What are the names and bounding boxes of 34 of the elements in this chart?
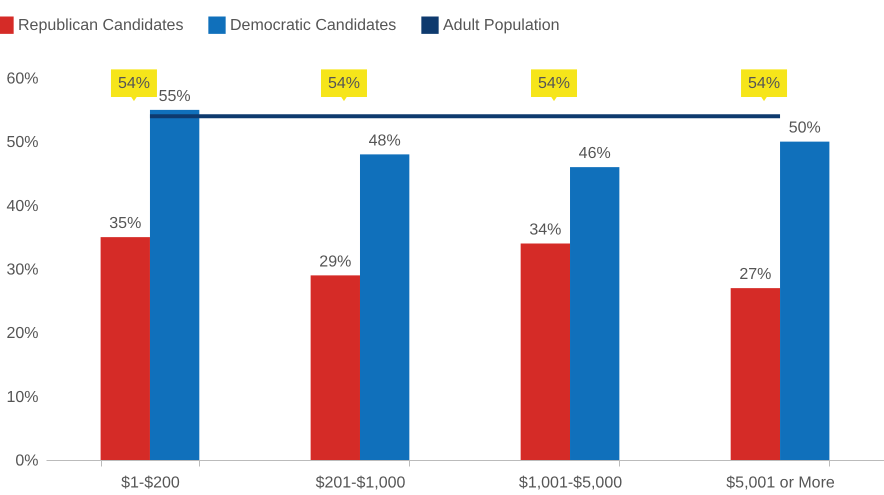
x-tick-label: $201-$1,000 xyxy=(316,474,406,492)
data-label: 54% xyxy=(748,75,780,92)
data-label: 35% xyxy=(109,215,142,232)
data-label: 54% xyxy=(118,75,150,92)
y-tick-label: 50% xyxy=(6,134,38,152)
bar xyxy=(520,244,570,460)
data-label: 54% xyxy=(328,75,360,92)
bar xyxy=(570,167,620,460)
data-label: 54% xyxy=(538,75,570,92)
bar xyxy=(730,288,780,460)
legend-label: Republican Candidates xyxy=(18,17,184,34)
y-tick-label: 30% xyxy=(6,262,38,278)
data-label: 50% xyxy=(788,120,821,137)
data-label: 29% xyxy=(319,253,352,270)
legend-label: Democratic Candidates xyxy=(230,17,396,34)
x-tick-label: $1-$200 xyxy=(121,474,180,492)
data-label: 27% xyxy=(739,266,772,284)
bar xyxy=(780,142,830,460)
data-label: 34% xyxy=(529,222,562,239)
bar xyxy=(100,237,150,460)
legend-label: Adult Population xyxy=(443,17,560,34)
bar xyxy=(150,110,200,460)
y-tick-label: 40% xyxy=(6,198,38,215)
bar xyxy=(360,154,410,460)
data-label: 46% xyxy=(578,145,611,162)
data-label: 55% xyxy=(158,88,191,105)
y-tick-label: 10% xyxy=(6,388,38,406)
y-tick-label: 60% xyxy=(6,70,38,88)
x-tick-label: $1,001-$5,000 xyxy=(518,474,622,492)
x-tick-label: $5,001 or More xyxy=(726,474,835,492)
y-tick-label: 0% xyxy=(15,452,38,470)
y-tick-label: 20% xyxy=(6,325,38,342)
data-label: 48% xyxy=(368,132,401,150)
bar xyxy=(310,275,360,460)
